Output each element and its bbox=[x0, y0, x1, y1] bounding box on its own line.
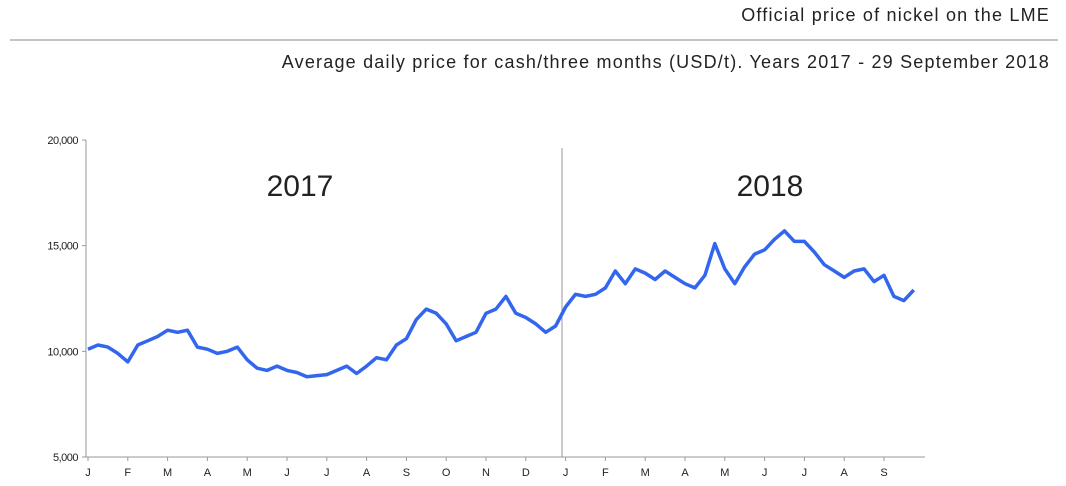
x-tick-label: J bbox=[324, 467, 330, 479]
chart-title: Official price of nickel on the LME bbox=[741, 5, 1050, 25]
y-tick-label: 15,000 bbox=[47, 241, 78, 253]
x-tick-label: J bbox=[85, 467, 91, 479]
x-tick-label: N bbox=[482, 467, 490, 479]
y-tick-label: 10,000 bbox=[47, 346, 78, 358]
price-line bbox=[87, 229, 916, 379]
x-tick-label: J bbox=[284, 467, 290, 479]
x-tick-label: M bbox=[720, 467, 729, 479]
year-label: 2018 bbox=[737, 170, 804, 203]
y-tick-label: 20,000 bbox=[47, 135, 78, 147]
x-tick-label: J bbox=[762, 467, 768, 479]
x-tick-label: S bbox=[403, 467, 410, 479]
x-tick-label: A bbox=[841, 467, 849, 479]
x-tick-label: A bbox=[681, 467, 689, 479]
x-tick-label: A bbox=[363, 467, 371, 479]
x-tick-label: D bbox=[522, 467, 530, 479]
x-tick-label: M bbox=[243, 467, 252, 479]
year-label: 2017 bbox=[267, 170, 334, 203]
x-tick-label: M bbox=[641, 467, 650, 479]
x-tick-label: J bbox=[802, 467, 808, 479]
x-tick-label: M bbox=[163, 467, 172, 479]
x-tick-label: A bbox=[204, 467, 212, 479]
x-tick-label: J bbox=[563, 467, 569, 479]
x-tick-label: O bbox=[442, 467, 451, 479]
x-tick-label: S bbox=[880, 467, 887, 479]
x-tick-label: F bbox=[124, 467, 131, 479]
y-tick-label: 5,000 bbox=[53, 452, 78, 464]
chart-subtitle: Average daily price for cash/three month… bbox=[282, 52, 1050, 72]
x-tick-label: F bbox=[602, 467, 609, 479]
